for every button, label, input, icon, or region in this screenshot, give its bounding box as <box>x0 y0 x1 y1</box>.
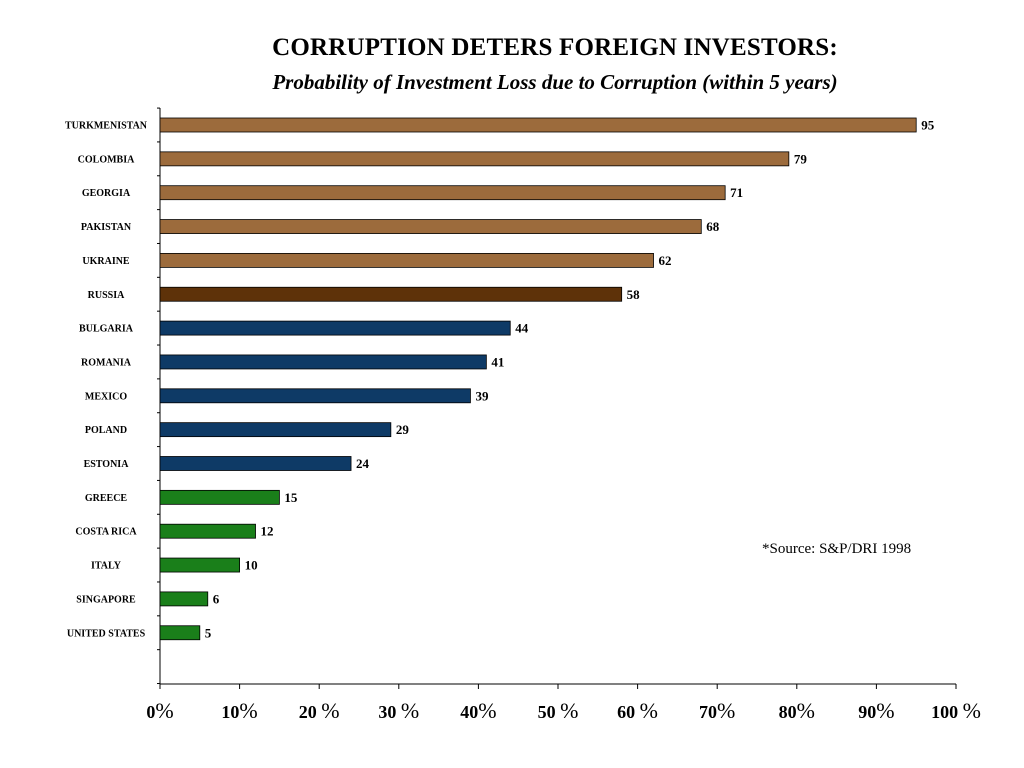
x-tick-number: 60 <box>617 702 640 722</box>
x-tick-label: 10% <box>221 698 257 723</box>
category-label: SINGAPORE <box>76 594 136 605</box>
x-tick-label: 100 % <box>931 698 981 723</box>
bar <box>159 625 201 641</box>
data-label: 24 <box>356 456 370 471</box>
x-tick-number: 90 <box>858 702 876 722</box>
x-tick-number: 100 <box>931 702 963 722</box>
x-tick-percent: % <box>560 698 578 723</box>
data-label: 58 <box>627 287 641 302</box>
bar <box>159 456 352 471</box>
data-label: 68 <box>706 219 720 234</box>
x-tick-label: 70% <box>699 698 735 723</box>
category-label: PAKISTAN <box>81 222 132 233</box>
x-tick-percent: % <box>478 698 496 723</box>
category-label: GREECE <box>85 493 128 504</box>
x-tick-number: 0 <box>146 702 155 722</box>
x-tick-label: 0% <box>146 698 173 723</box>
x-tick-percent: % <box>155 698 173 723</box>
bar <box>159 185 726 201</box>
x-tick-percent: % <box>963 698 981 723</box>
data-label: 29 <box>396 422 410 437</box>
category-label: POLAND <box>85 425 127 436</box>
x-tick-label: 90% <box>858 698 894 723</box>
category-label: UKRAINE <box>82 256 130 267</box>
x-tick-percent: % <box>239 698 257 723</box>
data-label: 15 <box>284 490 298 505</box>
bar <box>159 523 256 539</box>
x-tick-number: 40 <box>460 702 478 722</box>
chart-subtitle: Probability of Investment Loss due to Co… <box>272 70 838 94</box>
category-label: BULGARIA <box>79 324 134 335</box>
category-label: GEORGIA <box>82 188 131 199</box>
category-label: MEXICO <box>85 391 127 402</box>
x-tick-number: 10 <box>221 702 239 722</box>
chart-title: CORRUPTION DETERS FOREIGN INVESTORS: <box>272 34 838 61</box>
category-label: RUSSIA <box>88 290 125 301</box>
category-label: ROMANIA <box>81 357 132 368</box>
x-tick-percent: % <box>640 698 658 723</box>
data-label: 41 <box>491 354 504 369</box>
x-tick-number: 80 <box>779 702 797 722</box>
x-tick-percent: % <box>876 698 894 723</box>
x-tick-percent: % <box>797 698 815 723</box>
bar <box>159 557 240 573</box>
source-note: *Source: S&P/DRI 1998 <box>762 541 912 557</box>
x-tick-label: 60 % <box>617 698 658 723</box>
category-label: UNITED STATES <box>67 628 146 639</box>
x-tick-label: 20 % <box>299 698 340 723</box>
x-tick-label: 30 % <box>378 698 419 723</box>
bar <box>159 422 392 438</box>
x-tick-number: 30 <box>378 702 401 722</box>
category-label: COSTA RICA <box>75 527 137 538</box>
x-tick-label: 50 % <box>538 698 579 723</box>
x-tick-percent: % <box>717 698 735 723</box>
x-tick-number: 20 <box>299 702 322 722</box>
data-label: 95 <box>921 118 935 133</box>
x-tick-number: 70 <box>699 702 717 722</box>
bar <box>159 117 917 133</box>
bar <box>159 388 471 404</box>
data-label: 5 <box>205 625 212 640</box>
bar <box>159 151 790 167</box>
category-label: ESTONIA <box>84 459 130 470</box>
bar <box>159 591 209 607</box>
data-label: 44 <box>515 321 529 336</box>
bar <box>159 219 702 234</box>
category-label: COLOMBIA <box>78 154 135 165</box>
bar <box>159 252 654 268</box>
data-label: 62 <box>659 253 672 268</box>
data-label: 71 <box>730 185 743 200</box>
x-tick-label: 40% <box>460 698 496 723</box>
bar <box>159 354 487 370</box>
data-label: 10 <box>245 558 258 573</box>
data-label: 12 <box>261 524 274 539</box>
x-tick-label: 80% <box>779 698 815 723</box>
x-tick-number: 50 <box>538 702 561 722</box>
data-label: 39 <box>475 388 489 403</box>
data-label: 79 <box>794 151 808 166</box>
x-tick-percent: % <box>321 698 339 723</box>
category-label: ITALY <box>91 561 122 572</box>
bar <box>159 320 511 336</box>
bar <box>159 489 280 505</box>
category-label: TURKMENISTAN <box>65 121 148 132</box>
x-tick-percent: % <box>401 698 419 723</box>
data-label: 6 <box>213 591 220 606</box>
bar <box>159 286 623 302</box>
